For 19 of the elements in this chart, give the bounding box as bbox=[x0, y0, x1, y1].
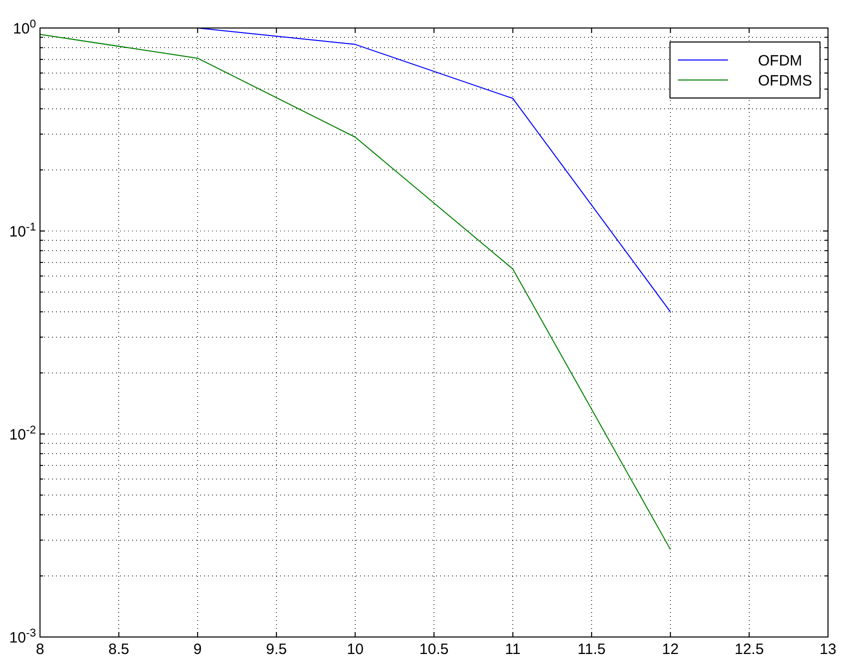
x-tick-label: 12.5 bbox=[734, 641, 764, 658]
x-tick-label: 11 bbox=[505, 641, 521, 658]
y-tick-label: 10$^{-2}$ bbox=[9, 424, 36, 444]
x-tick-label: 8.5 bbox=[108, 641, 130, 658]
y-tick-label: 10$^{-3}$ bbox=[9, 627, 36, 646]
y-tick-label: 10$^{-1}$ bbox=[9, 221, 36, 240]
x-tick-label: 11.5 bbox=[578, 641, 606, 658]
y-tick-label: 10$^{0}$ bbox=[13, 18, 36, 38]
x-tick-label: 9 bbox=[193, 641, 202, 658]
legend-label: OFDM bbox=[758, 52, 802, 70]
x-tick-label: 10.5 bbox=[419, 641, 449, 658]
x-tick-label: 12 bbox=[662, 641, 679, 658]
line-series bbox=[40, 34, 671, 550]
x-tick-label: 10 bbox=[346, 641, 364, 658]
line-series bbox=[197, 28, 671, 312]
x-tick-label: 9.5 bbox=[266, 641, 287, 658]
x-tick-label: 13 bbox=[820, 641, 836, 658]
legend-label: OFDMS bbox=[758, 72, 812, 90]
x-tick-label: 8 bbox=[36, 641, 44, 658]
